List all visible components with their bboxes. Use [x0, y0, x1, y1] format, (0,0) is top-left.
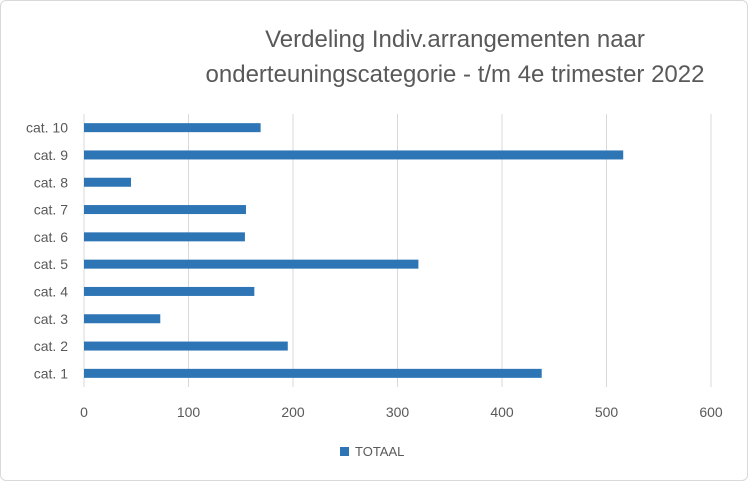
- y-category-label: cat. 10: [26, 120, 68, 136]
- bar: [84, 232, 245, 242]
- x-tick-label: 0: [80, 404, 88, 420]
- bar: [84, 314, 161, 324]
- bar: [84, 341, 288, 351]
- gridlines: [83, 114, 712, 387]
- bar: [84, 123, 261, 133]
- value-axis-labels: 0 100 200 300 400 500 600: [80, 404, 723, 420]
- legend-swatch: [340, 447, 349, 456]
- y-category-label: cat. 4: [34, 283, 68, 299]
- x-tick-label: 500: [595, 404, 619, 420]
- y-category-label: cat. 8: [34, 174, 68, 190]
- bar: [84, 205, 246, 215]
- legend: TOTAAL: [340, 444, 404, 459]
- x-tick-label: 300: [386, 404, 410, 420]
- x-tick-label: 400: [490, 404, 514, 420]
- category-axis-labels: cat. 1 cat. 2 cat. 3 cat. 4 cat. 5 cat. 6 cat.…: [26, 120, 68, 382]
- x-tick-label: 200: [281, 404, 305, 420]
- y-category-label: cat. 2: [34, 338, 68, 354]
- x-tick-label: 100: [177, 404, 201, 420]
- bar-series: [84, 123, 624, 378]
- chart-title-line-1: Verdeling Indiv.arrangementen naar: [265, 26, 645, 53]
- bar: [84, 286, 255, 296]
- y-category-label: cat. 6: [34, 229, 68, 245]
- bar: [84, 177, 132, 187]
- bar: [84, 150, 624, 160]
- y-category-label: cat. 9: [34, 147, 68, 163]
- y-category-label: cat. 7: [34, 202, 68, 218]
- y-category-label: cat. 1: [34, 365, 68, 381]
- x-tick-label: 600: [699, 404, 723, 420]
- y-category-label: cat. 5: [34, 256, 68, 272]
- bar: [84, 368, 542, 378]
- bar: [84, 259, 419, 269]
- y-category-label: cat. 3: [34, 311, 68, 327]
- chart-title-line-2: onderteuningscategorie - t/m 4e trimeste…: [206, 61, 705, 88]
- legend-label: TOTAAL: [355, 444, 404, 459]
